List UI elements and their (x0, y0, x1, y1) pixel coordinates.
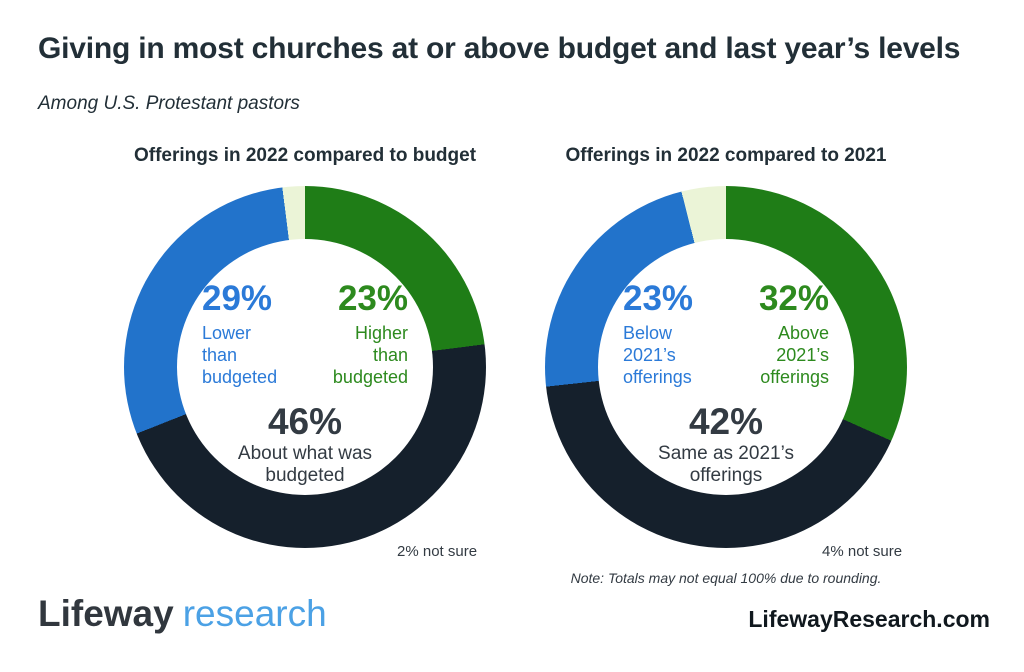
brand-logo-primary: Lifeway (38, 593, 174, 634)
stat-higher-than-budgeted: 23% Higher than budgeted (333, 281, 408, 388)
brand-logo: Lifeway research (38, 594, 327, 634)
not-sure-note-budget: 2% not sure (397, 543, 478, 560)
stat-percent: 29% (202, 279, 273, 318)
stat-percent: 23% (623, 279, 694, 318)
chart-title-budget: Offerings in 2022 compared to budget (133, 145, 477, 166)
stat-about-what-was-budgeted: 46% About what was budgeted (124, 401, 486, 487)
stat-label-line: 2021’s (623, 345, 676, 365)
stat-label-line: About what was (237, 443, 373, 464)
website-url: LifewayResearch.com (748, 606, 990, 632)
stat-label-line: 2021’s (776, 345, 829, 365)
stat-percent: 32% (758, 279, 829, 318)
stat-label-line: budgeted (202, 367, 278, 387)
brand-logo-secondary: research (182, 593, 327, 634)
stat-label-line: Below (623, 323, 673, 343)
not-sure-note-2021: 4% not sure (822, 543, 903, 560)
stat-label-line: Same as 2021’s (658, 443, 794, 464)
stat-above-2021-offerings: 32% Above 2021’s offerings (759, 281, 829, 388)
donut-hole-2021 (598, 239, 854, 495)
stat-percent: 23% (337, 279, 408, 318)
stat-same-as-2021-offerings: 42% Same as 2021’s offerings (545, 401, 907, 487)
stat-label-line: offerings (689, 465, 763, 486)
page-title: Giving in most churches at or above budg… (38, 32, 961, 65)
stat-label-line: Above (777, 323, 829, 343)
stat-label-line: than (372, 345, 408, 365)
donut-chart-budget: 29% Lower than budgeted 23% Higher than … (124, 186, 486, 548)
stat-label-line: offerings (760, 367, 829, 387)
stat-percent: 46% (267, 401, 343, 442)
page-subtitle: Among U.S. Protestant pastors (38, 93, 300, 114)
donut-chart-2021: 23% Below 2021’s offerings 32% Above 202… (545, 186, 907, 548)
stat-label-line: Lower (202, 323, 252, 343)
stat-label-line: than (202, 345, 238, 365)
rounding-note: Note: Totals may not equal 100% due to r… (570, 570, 882, 586)
stat-below-2021-offerings: 23% Below 2021’s offerings (623, 281, 693, 388)
stat-percent: 42% (688, 401, 764, 442)
stat-label-line: Higher (354, 323, 408, 343)
stat-label-line: budgeted (265, 465, 345, 486)
stat-label-line: budgeted (332, 367, 408, 387)
stat-label-line: offerings (623, 367, 692, 387)
donut-hole-budget (177, 239, 433, 495)
chart-title-2021: Offerings in 2022 compared to 2021 (565, 145, 887, 166)
stat-lower-than-budgeted: 29% Lower than budgeted (202, 281, 277, 388)
